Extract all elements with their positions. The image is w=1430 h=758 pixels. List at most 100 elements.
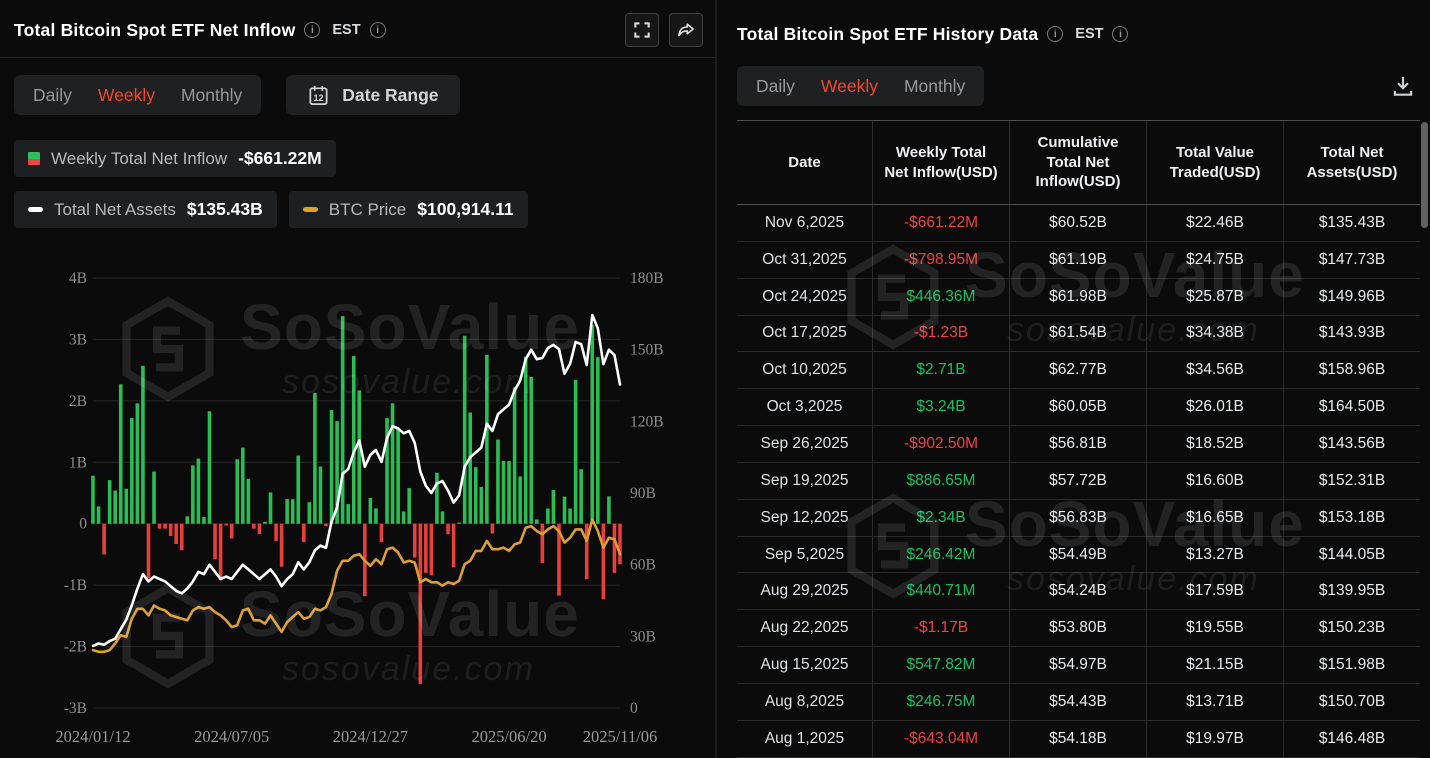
legend-btc-price[interactable]: BTC Price $100,914.11 — [288, 191, 528, 228]
page-title: Total Bitcoin Spot ETF History Data — [737, 23, 1039, 44]
inflow-bars — [91, 316, 622, 685]
cell-date: Sep 26,2025 — [760, 434, 849, 452]
table-row: Aug 8,2025 $246.75M $54.43B $13.71B $150.70B — [737, 683, 1420, 721]
timezone-label: EST — [332, 22, 361, 38]
divider — [0, 57, 715, 58]
cell-weekly-inflow: -$798.95M — [872, 241, 1009, 278]
cell-cumulative-inflow: $54.97B — [1009, 647, 1146, 683]
cell-net-assets: $144.05B — [1283, 536, 1420, 573]
legend-weekly-net-inflow[interactable]: Weekly Total Net Inflow -$661.22M — [14, 140, 336, 177]
svg-text:90B: 90B — [630, 485, 656, 502]
table-row: Aug 1,2025 -$643.04M $54.18B $19.97B $146.48… — [737, 720, 1420, 758]
table-scrollbar-thumb[interactable] — [1421, 122, 1428, 228]
legend-label: BTC Price — [328, 199, 407, 219]
cell-weekly-inflow: $246.75M — [872, 683, 1009, 720]
cell-weekly-inflow: -$643.04M — [872, 720, 1009, 757]
table-row: Oct 10,2025 $2.71B $62.77B $34.56B $158.96B — [737, 352, 1420, 390]
cell-value-traded: $18.52B — [1146, 426, 1283, 462]
cell-date: Oct 24,2025 — [762, 287, 847, 305]
x-axis: 2024/01/12 2024/07/05 2024/12/27 2025/06/20… — [55, 727, 657, 746]
cell-weekly-inflow: $3.24B — [872, 389, 1009, 426]
date-range-button[interactable]: 12 Date Range — [286, 75, 460, 115]
table-row: Aug 29,2025 $440.71M $54.24B $17.59B $139.95… — [737, 573, 1420, 611]
legend-value: $135.43B — [186, 199, 263, 219]
white-dash-icon — [28, 207, 43, 212]
cell-date: Oct 10,2025 — [762, 361, 847, 379]
svg-text:120B: 120B — [630, 413, 664, 430]
svg-text:-3B: -3B — [64, 700, 87, 717]
svg-text:3B: 3B — [69, 331, 87, 348]
share-button[interactable] — [669, 13, 703, 47]
info-icon[interactable]: i — [369, 22, 386, 38]
cell-value-traded: $19.55B — [1146, 610, 1283, 647]
table-row: Aug 15,2025 $547.82M $54.97B $21.15B $151.98… — [737, 647, 1420, 684]
cell-cumulative-inflow: $62.77B — [1009, 352, 1146, 389]
svg-text:2024/12/27: 2024/12/27 — [333, 727, 408, 746]
cell-weekly-inflow: -$661.22M — [872, 205, 1009, 241]
cell-weekly-inflow: $2.34B — [872, 499, 1009, 536]
svg-text:1B: 1B — [69, 454, 87, 471]
info-icon[interactable]: i — [1047, 26, 1064, 42]
cell-date: Oct 31,2025 — [762, 250, 847, 268]
table-row: Sep 26,2025 -$902.50M $56.81B $18.52B $143.5… — [737, 426, 1420, 463]
history-table: Date Weekly Total Net Inflow(USD) Cumulati… — [737, 120, 1420, 758]
cell-weekly-inflow: $446.36M — [872, 278, 1009, 315]
svg-text:2025/06/20: 2025/06/20 — [471, 727, 546, 746]
cell-net-assets: $151.98B — [1283, 647, 1420, 683]
cell-weekly-inflow: $547.82M — [872, 647, 1009, 683]
svg-text:2B: 2B — [69, 393, 87, 410]
svg-text:30B: 30B — [630, 628, 656, 645]
column-header: Weekly Total Net Inflow(USD) — [872, 121, 1009, 204]
svg-text:12: 12 — [314, 92, 324, 102]
svg-text:0: 0 — [79, 516, 87, 533]
panel-divider — [715, 0, 717, 758]
svg-text:60B: 60B — [630, 557, 656, 574]
timezone-label: EST — [1075, 26, 1104, 42]
history-tab-weekly[interactable]: Weekly — [820, 75, 878, 96]
cell-value-traded: $16.65B — [1146, 499, 1283, 536]
tab-weekly[interactable]: Weekly — [97, 84, 155, 105]
history-tab-monthly[interactable]: Monthly — [903, 75, 966, 96]
svg-text:2024/01/12: 2024/01/12 — [55, 727, 130, 746]
history-tab-daily[interactable]: Daily — [756, 75, 795, 96]
fullscreen-button[interactable] — [625, 13, 659, 47]
cell-cumulative-inflow: $54.43B — [1009, 683, 1146, 720]
cell-value-traded: $13.27B — [1146, 536, 1283, 573]
tab-monthly[interactable]: Monthly — [180, 84, 243, 105]
share-icon — [678, 23, 694, 37]
column-header: Cumulative Total Net Inflow(USD) — [1009, 121, 1146, 204]
cell-value-traded: $34.56B — [1146, 352, 1283, 389]
cell-value-traded: $13.71B — [1146, 683, 1283, 720]
cell-net-assets: $143.56B — [1283, 426, 1420, 462]
info-icon[interactable]: i — [1112, 26, 1129, 42]
svg-text:2025/11/06: 2025/11/06 — [583, 727, 658, 746]
column-header: Total Value Traded(USD) — [1146, 121, 1283, 204]
cell-value-traded: $24.75B — [1146, 241, 1283, 278]
legend-total-net-assets[interactable]: Total Net Assets $135.43B — [14, 191, 277, 228]
inflow-chart: 4B 3B 2B 1B 0 -1B -2B -3B 180B 150B 120B 90B 60B 30B 0… — [55, 270, 664, 746]
cell-net-assets: $143.93B — [1283, 315, 1420, 352]
cell-net-assets: $158.96B — [1283, 352, 1420, 389]
cell-cumulative-inflow: $60.52B — [1009, 205, 1146, 241]
tab-daily[interactable]: Daily — [33, 84, 72, 105]
cell-date: Sep 19,2025 — [760, 471, 849, 489]
cell-value-traded: $34.38B — [1146, 315, 1283, 352]
cell-cumulative-inflow: $56.81B — [1009, 426, 1146, 462]
bar-green-red-icon — [28, 152, 40, 165]
table-row: Sep 12,2025 $2.34B $56.83B $16.65B $153.18B — [737, 499, 1420, 537]
cell-date: Aug 22,2025 — [760, 619, 849, 637]
download-button[interactable] — [1386, 69, 1420, 103]
cell-net-assets: $147.73B — [1283, 241, 1420, 278]
cell-value-traded: $25.87B — [1146, 278, 1283, 315]
cell-net-assets: $135.43B — [1283, 205, 1420, 241]
legend-value: $100,914.11 — [417, 199, 514, 219]
svg-text:4B: 4B — [69, 270, 87, 287]
cell-weekly-inflow: $440.71M — [872, 573, 1009, 610]
cell-date: Oct 17,2025 — [762, 324, 847, 342]
cell-net-assets: $146.48B — [1283, 720, 1420, 757]
column-header: Date — [788, 153, 821, 171]
table-header-row: Date Weekly Total Net Inflow(USD) Cumulati… — [737, 120, 1420, 205]
cell-cumulative-inflow: $56.83B — [1009, 499, 1146, 536]
info-icon[interactable]: i — [304, 22, 321, 38]
cell-net-assets: $150.23B — [1283, 610, 1420, 647]
